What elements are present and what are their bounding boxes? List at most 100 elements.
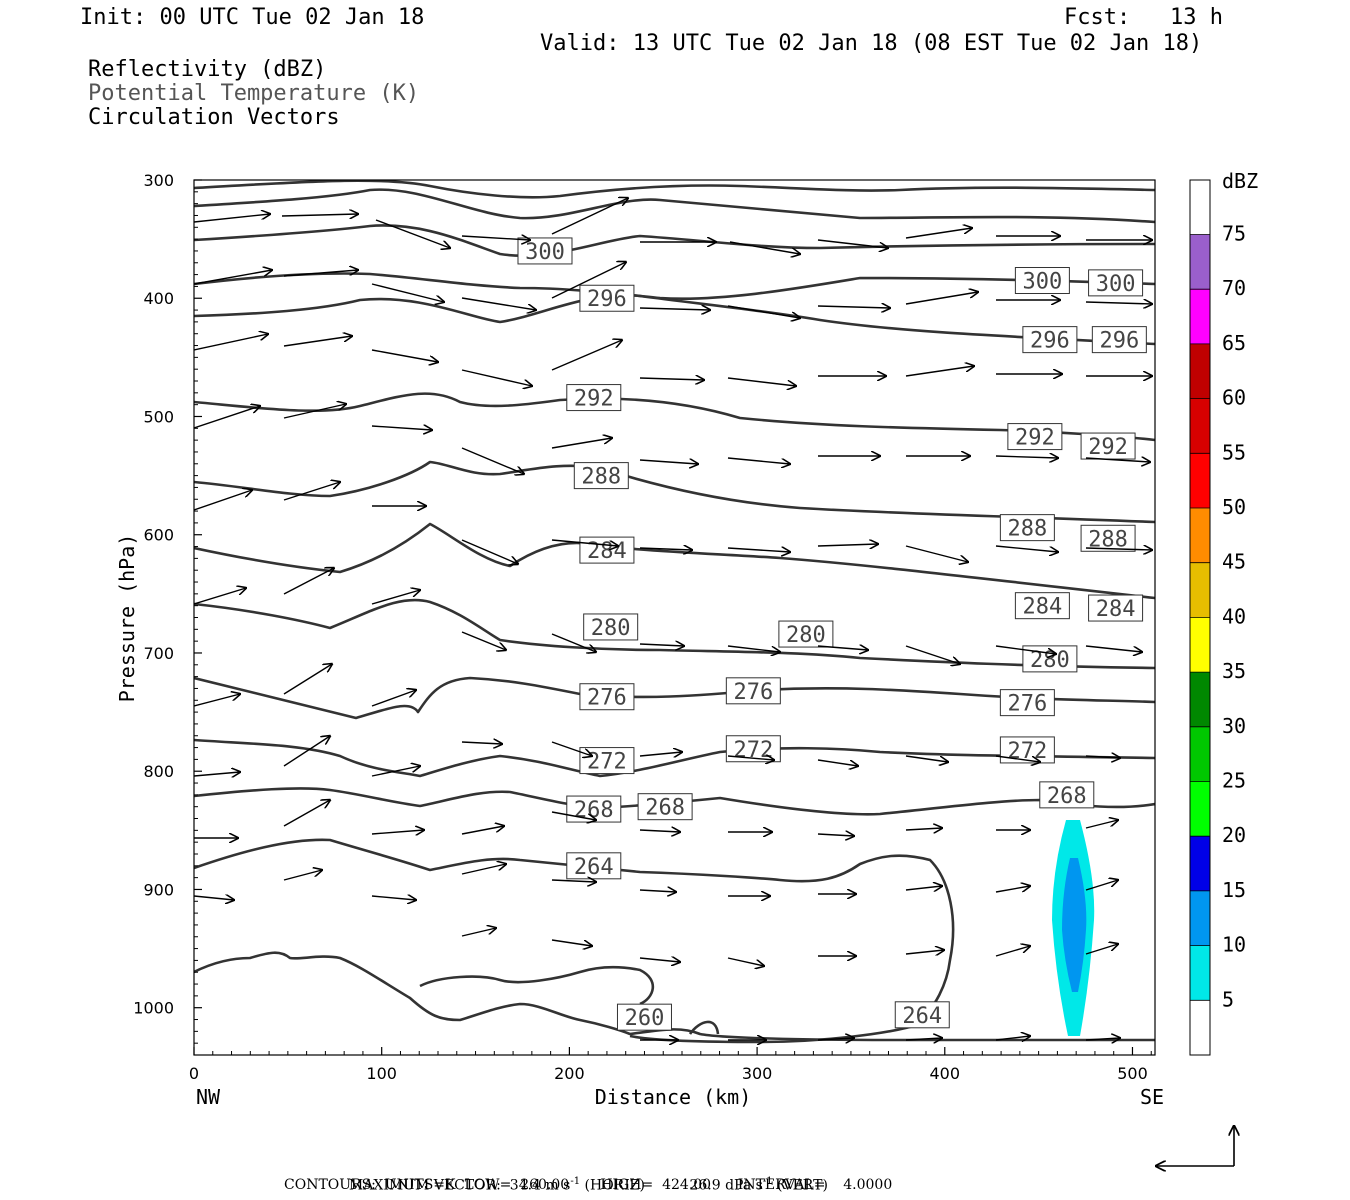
y-axis-label: Pressure (hPa) (115, 534, 139, 703)
y-axis: 300 400 500 600 700 800 900 1000 (133, 171, 202, 1056)
vector-arrow (905, 645, 960, 664)
contour-label-box (1022, 326, 1078, 354)
vector-arrow (1085, 944, 1118, 955)
colorbar-label: 5 (1222, 987, 1234, 1011)
contour-label-box (616, 1003, 672, 1031)
contour-label: 280 (591, 616, 631, 641)
vector-arrow (461, 826, 504, 835)
vector-arrow (551, 741, 592, 756)
colorbar-label: 55 (1222, 440, 1246, 464)
colorbar-label: 30 (1222, 714, 1246, 738)
vector-arrow (551, 198, 628, 235)
colorbar-swatch (1190, 726, 1210, 782)
colorbar-swatch (1190, 672, 1210, 727)
vector-arrow (371, 690, 416, 707)
colorbar-label: 45 (1222, 550, 1246, 574)
contour-label-box (999, 514, 1055, 542)
vector-arrow (639, 378, 704, 380)
colorbar-swatch (1190, 289, 1210, 344)
max-vector-vert-value: 26.9 dPa s (689, 1177, 763, 1194)
vector-arrow (995, 1036, 1030, 1040)
potential-temperature-contours (194, 180, 1155, 1044)
colorbar-swatch (1190, 508, 1210, 563)
vector-arrow (551, 340, 622, 371)
vector-arrow (551, 262, 626, 299)
colorbar-label: 20 (1222, 823, 1246, 847)
vector-arrow (639, 548, 692, 550)
contour-label: 268 (645, 796, 685, 821)
contour-label: 292 (1088, 435, 1128, 460)
vector-arrow (1085, 548, 1152, 550)
colorbar-unit: dBZ (1222, 169, 1258, 193)
vector-arrow (905, 366, 974, 377)
vector-arrow (639, 890, 676, 892)
colorbar-label: 15 (1222, 878, 1246, 902)
x-tick-label: 500 (1117, 1064, 1148, 1083)
colorbar-swatch (1190, 234, 1210, 290)
vector-arrow (905, 1038, 942, 1040)
contour-label: 276 (1007, 692, 1047, 717)
colorbar-label: 25 (1222, 769, 1246, 793)
vector-arrow (283, 870, 322, 881)
contour-label-box (579, 683, 635, 711)
contour-label: 264 (902, 1004, 942, 1029)
colorbar-label: 60 (1222, 386, 1246, 410)
valid-time: Valid: 13 UTC Tue 02 Jan 18 (08 EST Tue … (540, 31, 1203, 56)
contour-label: 276 (587, 686, 627, 711)
contour-label-box (579, 284, 635, 312)
vector-arrow (817, 544, 878, 546)
vert-label: (VERT) (772, 1177, 828, 1194)
x-end-label-se: SE (1140, 1085, 1164, 1109)
y-tick-label: 500 (143, 407, 174, 426)
contour-label: 264 (574, 855, 614, 880)
contour-label-box (894, 1001, 950, 1029)
contour-label-box (1080, 524, 1136, 552)
y-tick-label: 800 (143, 762, 174, 781)
vector-arrow (283, 736, 330, 767)
x-tick-label: 300 (742, 1064, 773, 1083)
vert-exponent: -1 (762, 1176, 773, 1187)
footer-max-vector: MAXIMUM VECTOR: 34.4 m s-1 (HORIZ) 26.9 … (340, 1158, 828, 1194)
forecast-hour: Fcst: 13 h (1064, 5, 1223, 30)
y-tick-label: 300 (143, 171, 174, 190)
vector-arrow (194, 214, 270, 223)
plot-frame (193, 179, 1156, 1056)
contour-label-box (1039, 781, 1095, 809)
x-tick-label: 0 (189, 1064, 199, 1083)
contour-label: 296 (1030, 329, 1070, 354)
colorbar-swatch (1190, 343, 1210, 399)
contour-label-box (778, 620, 834, 648)
contour-label-box (566, 384, 622, 412)
reference-vector-icon (1156, 1126, 1234, 1166)
vector-arrow (639, 644, 684, 646)
contour-label: 300 (525, 240, 565, 265)
vector-arrow (995, 545, 1058, 552)
contour-label-box (999, 689, 1055, 717)
vector-arrow (639, 830, 680, 832)
vector-arrow (729, 241, 800, 254)
colorbar-label: 75 (1222, 222, 1246, 246)
contour-label-box (725, 677, 781, 705)
colorbar-label: 10 (1222, 933, 1246, 957)
contour-label-box (1088, 594, 1144, 622)
colorbar-swatch (1190, 836, 1210, 891)
vector-arrow (461, 928, 496, 937)
vector-arrow (551, 633, 596, 652)
vector-arrow (817, 306, 890, 308)
vector-arrow (817, 759, 858, 766)
contour-label-box (1014, 267, 1070, 295)
contour-label-box (566, 852, 622, 880)
colorbar-label: 50 (1222, 495, 1246, 519)
max-vector-horiz-value: MAXIMUM VECTOR: 34.4 m s (348, 1177, 571, 1194)
vector-arrow (1085, 458, 1150, 462)
contour-label: 268 (1047, 784, 1087, 809)
colorbar-swatch (1190, 562, 1210, 618)
x-tick-label: 200 (554, 1064, 585, 1083)
vector-arrow (727, 548, 790, 552)
colorbar-swatch (1190, 617, 1210, 673)
contour-label: 284 (1096, 597, 1136, 622)
contour-label-box (583, 613, 639, 641)
vector-arrow (371, 830, 424, 834)
vector-arrow (194, 490, 252, 511)
